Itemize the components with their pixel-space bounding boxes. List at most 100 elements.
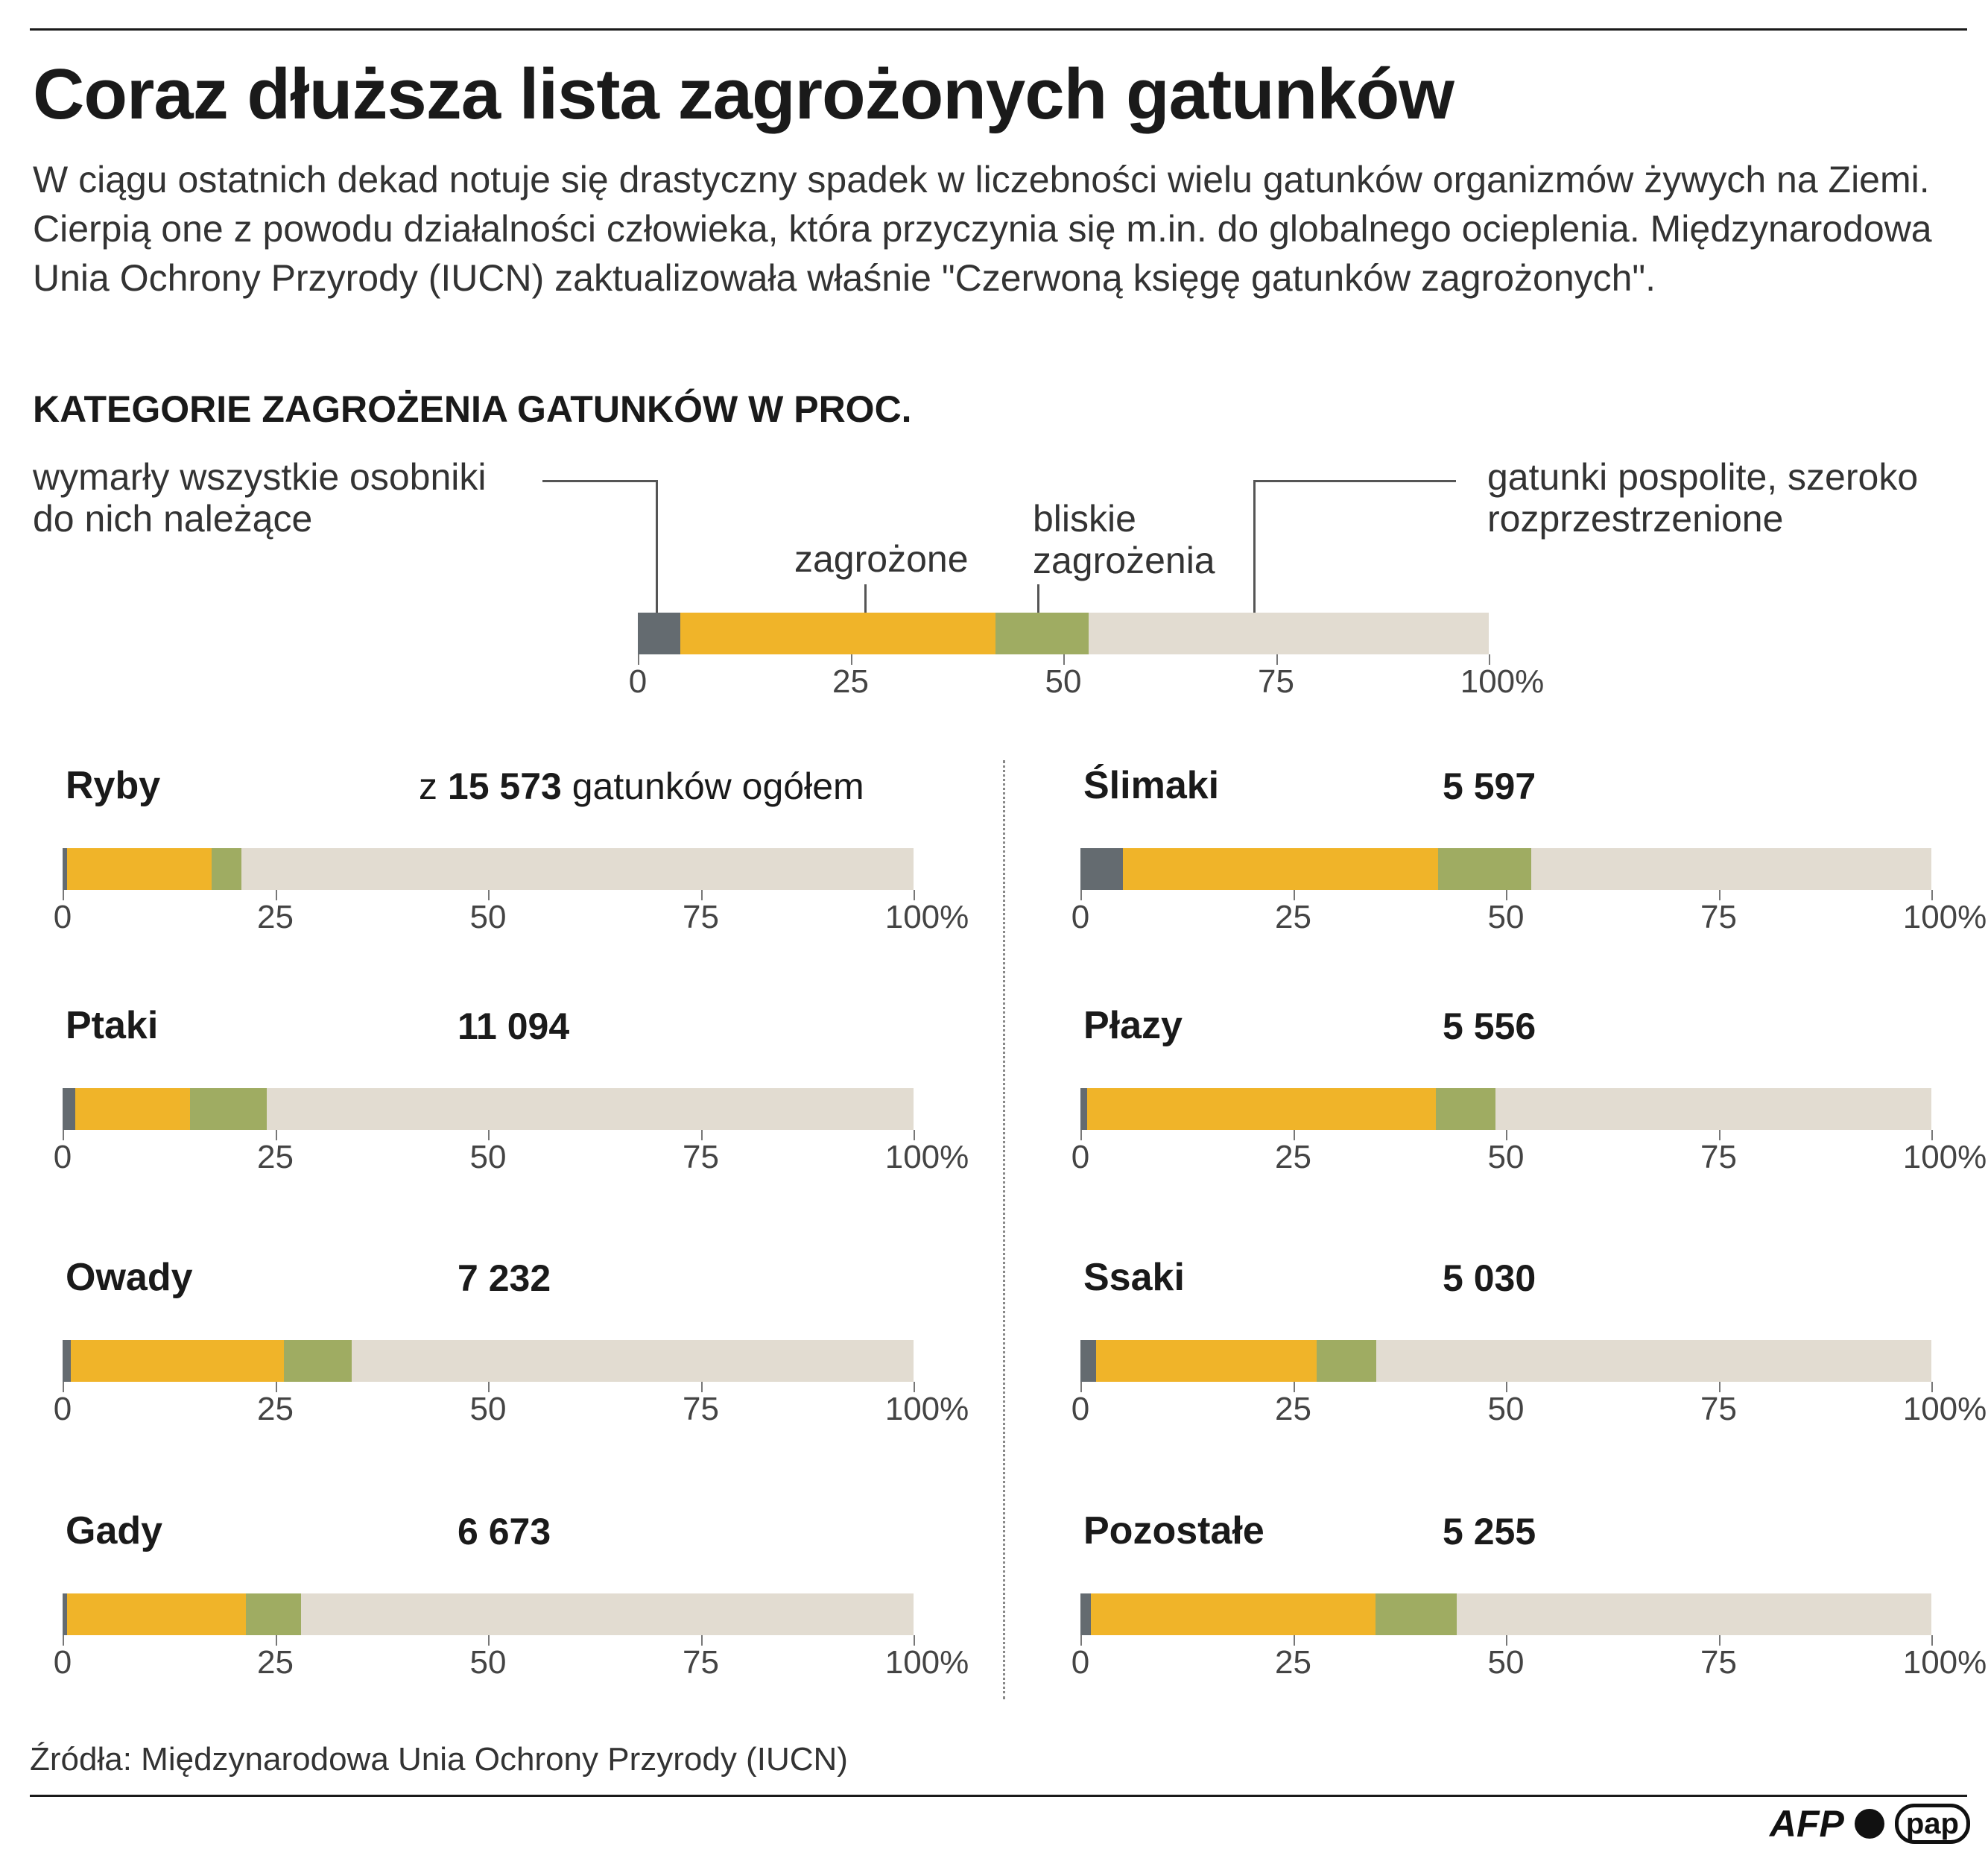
tick-label-p-azy: 0: [1071, 1139, 1090, 1175]
panel-count-p-azy: 5 556: [1443, 1005, 1536, 1048]
axis-tick-ptaki: [275, 1130, 277, 1140]
axis-tick-legend: [1063, 654, 1065, 665]
axis-tick-ptaki: [488, 1130, 490, 1140]
panel-count-gady: 6 673: [458, 1510, 551, 1553]
axis-tick-legend: [1489, 654, 1490, 665]
count-value: 7 232: [458, 1257, 551, 1299]
panel-name-ssaki: Ssaki: [1083, 1256, 1185, 1299]
tick-label-ryby: 50: [469, 899, 507, 935]
tick-label-owady: 75: [683, 1391, 719, 1427]
axis-tick-s-limaki: [1931, 890, 1933, 900]
tick-label-owady: 25: [257, 1391, 294, 1427]
bar-segment-owady-near_threatened: [283, 1340, 352, 1382]
bar-segment-ssaki-near_threatened: [1317, 1340, 1377, 1382]
axis-tick-s-limaki: [1080, 890, 1082, 900]
axis-tick-gady: [488, 1635, 490, 1646]
tick-label-gady: 50: [469, 1644, 507, 1681]
tick-label-ryby: 0: [53, 899, 72, 935]
tick-label-pozosta-e: 50: [1487, 1644, 1525, 1681]
tick-label-p-azy: 75: [1700, 1139, 1737, 1175]
axis-tick-pozosta-e: [1293, 1635, 1295, 1646]
leader-line-near: [1037, 584, 1039, 613]
bar-segment-ryby-endangered: [66, 848, 212, 890]
tick-label-owady: 100%: [884, 1391, 969, 1427]
bar-segment-legend-endangered: [680, 613, 995, 654]
bar-segment-pozosta-e-endangered: [1090, 1593, 1376, 1635]
tick-label-ptaki: 75: [683, 1139, 719, 1175]
axis-tick-pozosta-e: [1931, 1635, 1933, 1646]
axis-tick-ssaki: [1718, 1382, 1720, 1392]
bar-segment-gady-common: [300, 1593, 914, 1635]
legend-extinct-label: wymarły wszystkie osobniki do nich należ…: [33, 456, 486, 540]
bar-segment-gady-endangered: [66, 1593, 246, 1635]
axis-tick-owady: [700, 1382, 703, 1392]
panel-count-pozosta-e: 5 255: [1443, 1510, 1536, 1553]
tick-label-ssaki: 75: [1700, 1391, 1737, 1427]
bar-segment-gady-near_threatened: [245, 1593, 301, 1635]
tick-label-s-limaki: 25: [1275, 899, 1311, 935]
count-suffix: gatunków ogółem: [561, 765, 864, 807]
panel-count-s-limaki: 5 597: [1443, 765, 1536, 808]
axis-tick-gady: [914, 1635, 915, 1646]
leader-line-extinct-h: [542, 480, 657, 482]
axis-tick-gady: [275, 1635, 277, 1646]
bar-segment-legend-near_threatened: [995, 613, 1089, 654]
bar-segment-ptaki-common: [267, 1088, 914, 1130]
axis-tick-pozosta-e: [1718, 1635, 1720, 1646]
legend-endangered-label: zagrożone: [794, 538, 969, 580]
count-value: 5 255: [1443, 1511, 1536, 1552]
leader-line-endangered: [864, 584, 867, 613]
axis-tick-s-limaki: [1293, 890, 1295, 900]
bar-segment-ssaki-common: [1376, 1340, 1931, 1382]
top-rule: [30, 28, 1967, 31]
tick-label-gady: 75: [683, 1644, 719, 1681]
tick-label-s-limaki: 0: [1071, 899, 1090, 935]
tick-label-s-limaki: 100%: [1902, 899, 1987, 935]
axis-tick-ptaki: [700, 1130, 703, 1140]
panel-name-s-limaki: Ślimaki: [1083, 764, 1220, 807]
tick-label-pozosta-e: 75: [1700, 1644, 1737, 1681]
bar-segment-ssaki-endangered: [1095, 1340, 1317, 1382]
axis-tick-owady: [63, 1382, 64, 1392]
legend-extinct-line2: do nich należące: [33, 498, 313, 540]
axis-tick-ptaki: [63, 1130, 64, 1140]
legend-common-line1: gatunki pospolite, szeroko: [1487, 456, 1919, 498]
count-value: 6 673: [458, 1511, 551, 1552]
tick-label-pozosta-e: 100%: [1902, 1644, 1987, 1681]
axis-tick-ssaki: [1931, 1382, 1933, 1392]
axis-tick-p-azy: [1293, 1130, 1295, 1140]
bar-segment-ptaki-endangered: [75, 1088, 191, 1130]
bar-segment-ssaki-extinct: [1080, 1340, 1096, 1382]
tick-label-pozosta-e: 25: [1275, 1644, 1311, 1681]
tick-label-s-limaki: 75: [1700, 899, 1737, 935]
axis-tick-s-limaki: [1506, 890, 1507, 900]
axis-tick-ryby: [63, 890, 64, 900]
tick-label-gady: 25: [257, 1644, 294, 1681]
panel-name-gady: Gady: [66, 1509, 163, 1552]
axis-tick-p-azy: [1080, 1130, 1082, 1140]
axis-tick-ryby: [275, 890, 277, 900]
tick-label-ryby: 100%: [884, 899, 969, 935]
panel-divider: [1003, 760, 1005, 1699]
bar-segment-owady-endangered: [71, 1340, 284, 1382]
logos: AFP pap: [1770, 1802, 1970, 1845]
axis-tick-p-azy: [1931, 1130, 1933, 1140]
bar-segment-ptaki-extinct: [63, 1088, 76, 1130]
bar-segment-owady-common: [352, 1340, 914, 1382]
count-prefix: z: [419, 765, 448, 807]
bar-segment-s-limaki-extinct: [1080, 848, 1124, 890]
count-value: 11 094: [458, 1005, 570, 1047]
tick-label-ssaki: 50: [1487, 1391, 1525, 1427]
axis-tick-legend: [638, 654, 639, 665]
tick-label-owady: 50: [469, 1391, 507, 1427]
axis-tick-owady: [914, 1382, 915, 1392]
axis-tick-gady: [63, 1635, 64, 1646]
bar-segment-legend-common: [1089, 613, 1489, 654]
axis-tick-legend: [1276, 654, 1278, 665]
axis-tick-ssaki: [1080, 1382, 1082, 1392]
bar-segment-ryby-extinct: [63, 848, 67, 890]
bottom-rule: [30, 1795, 1967, 1797]
count-value: 5 597: [1443, 765, 1536, 807]
tick-label-legend: 0: [628, 663, 648, 700]
bar-segment-owady-extinct: [63, 1340, 72, 1382]
